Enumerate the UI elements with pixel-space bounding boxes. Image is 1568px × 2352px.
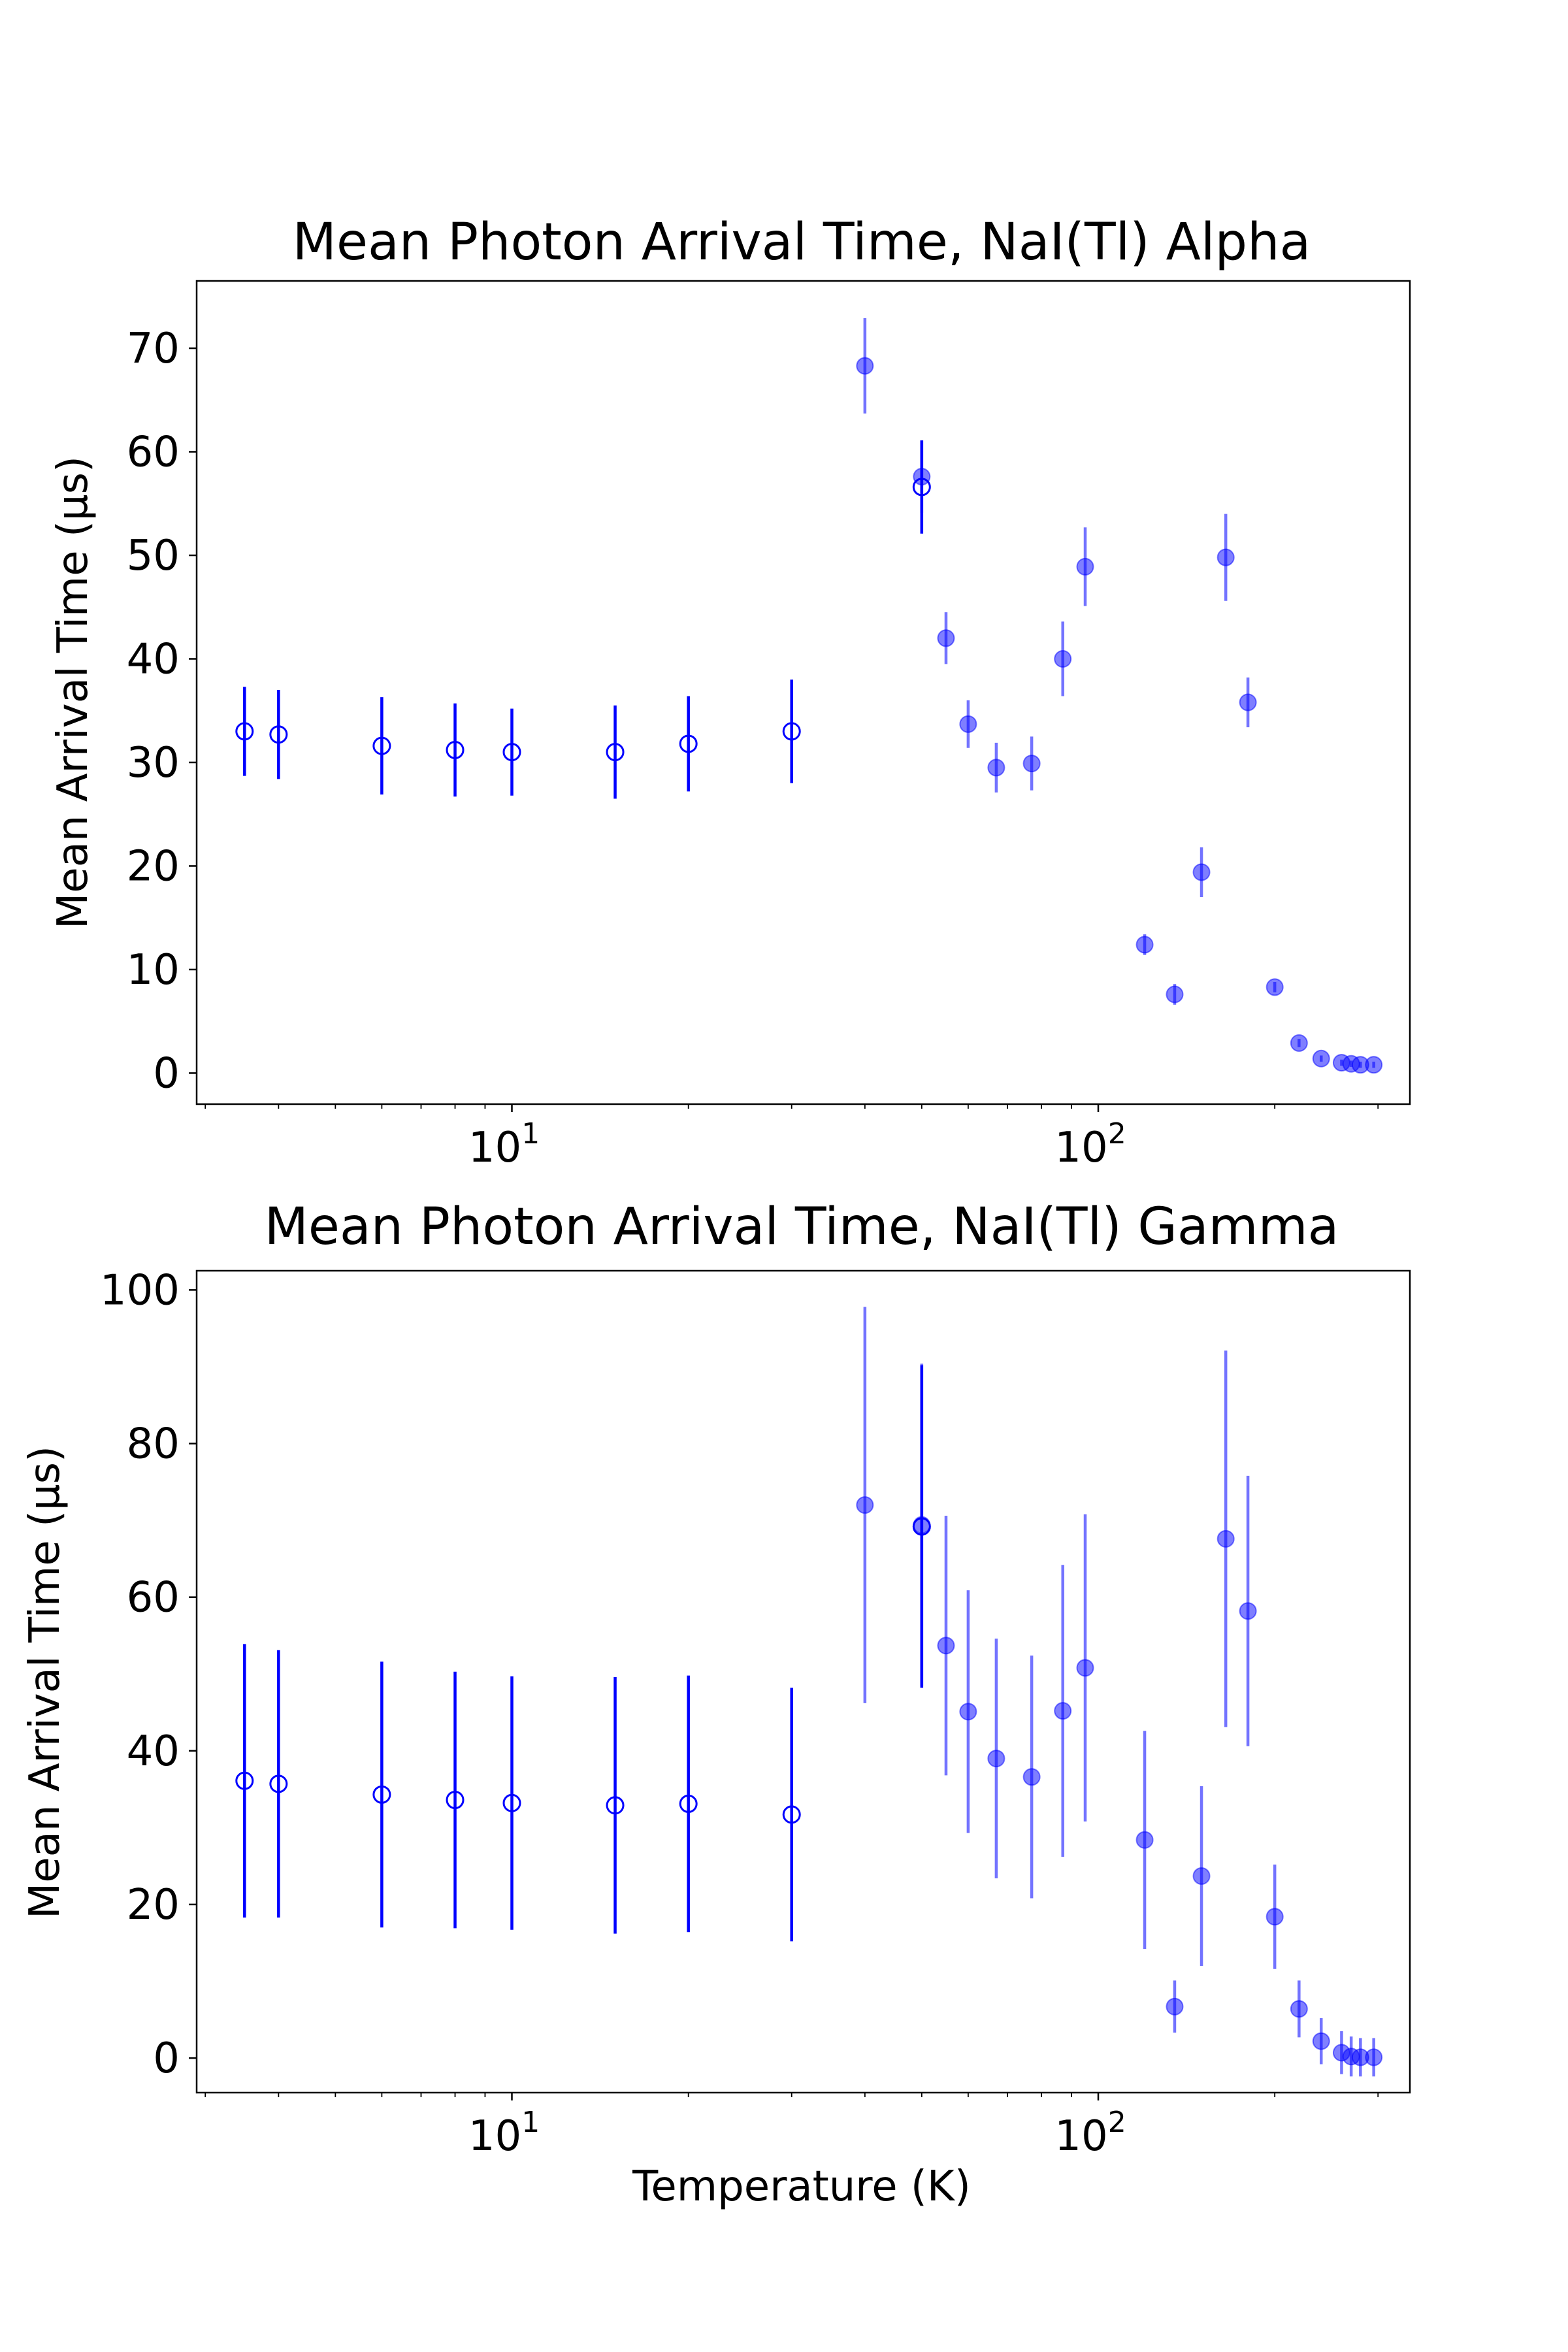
gamma-data-point-open: [269, 1774, 288, 1793]
alpha-data-point-filled: [1054, 649, 1072, 668]
alpha-data-point-filled: [1239, 693, 1257, 711]
alpha-data-point-filled: [856, 357, 874, 375]
gamma-data-point-filled: [913, 1516, 931, 1534]
gamma-y-tick-label: 20: [127, 1881, 180, 1929]
gamma-data-point-filled: [1266, 1908, 1284, 1926]
alpha-data-point-filled: [1166, 985, 1184, 1004]
gamma-data-point-filled: [1166, 1997, 1184, 2016]
gamma-data-point-filled: [1239, 1602, 1257, 1620]
alpha-y-tick-label: 60: [127, 429, 180, 477]
alpha-y-axis-label: Mean Arrival Time (μs): [49, 456, 97, 929]
alpha-data-point-filled: [1266, 978, 1284, 996]
gamma-data-point-filled: [1365, 2048, 1383, 2066]
gamma-data-point-filled: [1217, 1529, 1235, 1548]
gamma-data-point-filled: [937, 1637, 955, 1655]
gamma-y-tick-label: 80: [127, 1420, 180, 1469]
gamma-data-point-open: [446, 1791, 465, 1810]
gamma-data-point-open: [372, 1785, 391, 1804]
gamma-x-tick-label: 101: [468, 2106, 540, 2161]
alpha-plot-area: 0 10 20 30 40 50 60 70 101 102: [127, 280, 1411, 1172]
gamma-data-point-filled: [1290, 2000, 1308, 2018]
gamma-y-tick-label: 100: [100, 1266, 180, 1315]
gamma-plot-area: 0 20 40 60 80 100 101 102: [100, 1266, 1411, 2161]
alpha-data-point-filled: [1365, 1056, 1383, 1074]
alpha-data-point-open: [782, 722, 801, 741]
alpha-x-tick-label: 102: [1054, 1117, 1126, 1172]
alpha-data-point-filled: [1192, 863, 1211, 881]
gamma-data-point-open: [782, 1805, 801, 1824]
alpha-data-point-open: [502, 743, 521, 762]
gamma-y-axis-label: Mean Arrival Time (μs): [21, 1446, 69, 1919]
alpha-y-tick-label: 0: [153, 1049, 180, 1098]
alpha-chart-title: Mean Photon Arrival Time, NaI(Tl) Alpha: [293, 213, 1311, 272]
alpha-y-tick-label: 30: [127, 739, 180, 787]
gamma-data-point-open: [606, 1796, 625, 1815]
gamma-data-point-filled: [1022, 1768, 1041, 1786]
gamma-y-tick-label: 40: [127, 1727, 180, 1776]
gamma-data-point-filled: [1312, 2032, 1330, 2050]
gamma-data-point-filled: [1076, 1659, 1094, 1677]
x-axis-label: Temperature (K): [632, 2163, 971, 2211]
alpha-data-point-open: [606, 743, 625, 762]
alpha-y-tick-label: 40: [127, 635, 180, 683]
alpha-data-point-filled: [1135, 936, 1154, 954]
alpha-y-tick-label: 20: [127, 842, 180, 890]
alpha-data-point-filled: [959, 715, 977, 733]
alpha-data-point-filled: [913, 468, 931, 486]
gamma-data-point-filled: [1135, 1831, 1154, 1849]
alpha-data-point-open: [235, 722, 254, 741]
alpha-chart: Mean Photon Arrival Time, NaI(Tl) Alpha …: [49, 213, 1411, 1172]
alpha-x-tick-label: 101: [468, 1117, 540, 1172]
alpha-data-point-filled: [1312, 1049, 1330, 1068]
alpha-data-point-open: [372, 736, 391, 755]
alpha-axes-frame: [195, 280, 1411, 1105]
gamma-data-point-open: [502, 1793, 521, 1812]
alpha-y-tick-label: 70: [127, 325, 180, 373]
gamma-data-point-filled: [987, 1750, 1005, 1768]
alpha-data-point-open: [679, 734, 698, 753]
alpha-data-point-filled: [1290, 1034, 1308, 1052]
alpha-data-point-open: [446, 740, 465, 759]
alpha-data-point-open: [269, 725, 288, 744]
alpha-y-tick-label: 50: [127, 532, 180, 580]
gamma-data-point-open: [679, 1794, 698, 1813]
alpha-data-point-filled: [1217, 548, 1235, 566]
alpha-data-point-filled: [1022, 755, 1041, 773]
gamma-axes-frame: [195, 1269, 1411, 2094]
gamma-y-tick-label: 60: [127, 1574, 180, 1622]
gamma-data-point-open: [235, 1771, 254, 1790]
gamma-chart-title: Mean Photon Arrival Time, NaI(Tl) Gamma: [265, 1198, 1339, 1256]
gamma-data-point-filled: [856, 1496, 874, 1514]
gamma-data-point-filled: [1192, 1867, 1211, 1885]
gamma-data-point-filled: [959, 1703, 977, 1721]
gamma-data-point-filled: [1054, 1702, 1072, 1720]
gamma-x-tick-label: 102: [1054, 2106, 1126, 2161]
alpha-data-point-filled: [1076, 557, 1094, 576]
gamma-y-tick-label: 0: [153, 2034, 180, 2083]
alpha-y-tick-label: 10: [127, 946, 180, 994]
gamma-chart: Mean Photon Arrival Time, NaI(Tl) Gamma …: [21, 1198, 1411, 2211]
alpha-data-point-filled: [987, 759, 1005, 777]
alpha-data-point-filled: [937, 629, 955, 647]
